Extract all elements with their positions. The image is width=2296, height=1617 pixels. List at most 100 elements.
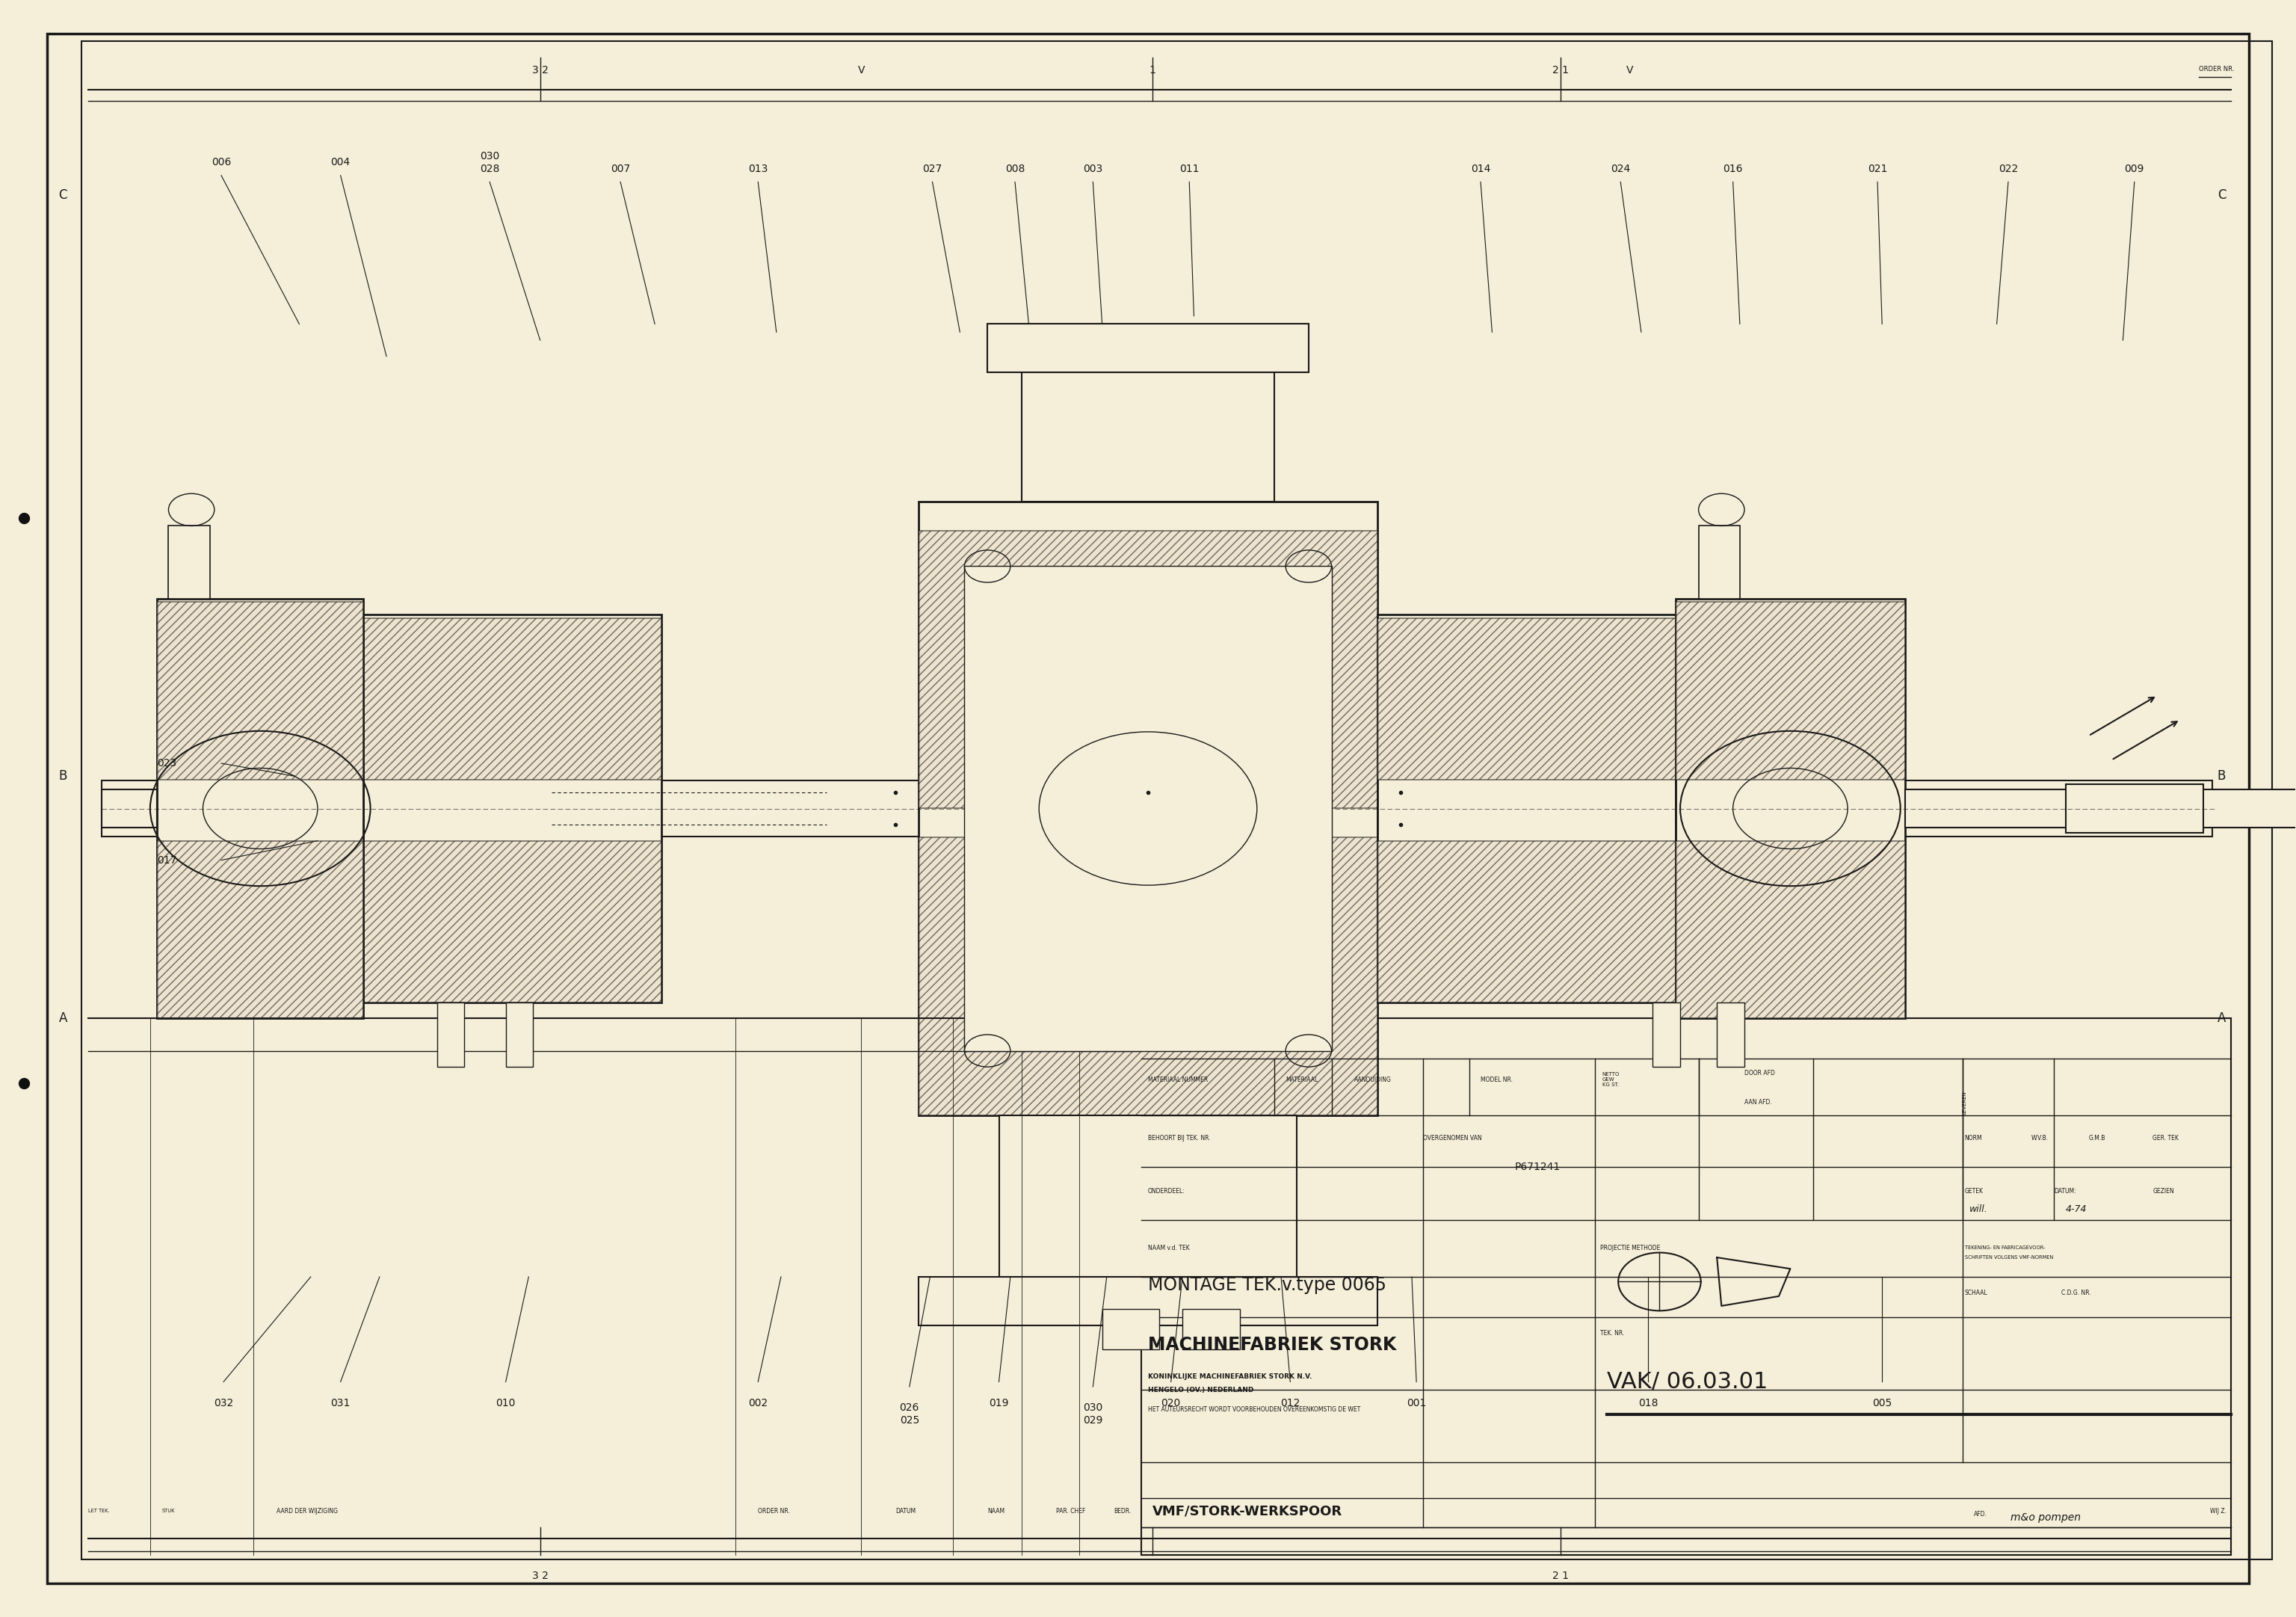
Text: 008: 008 — [1006, 163, 1024, 175]
Text: 2 1: 2 1 — [1552, 65, 1568, 76]
Bar — [918, 501, 1378, 1116]
Text: 021: 021 — [1867, 163, 1887, 175]
Text: 032: 032 — [214, 1399, 234, 1408]
Text: KONINKLIJKE MACHINEFABRIEK STORK N.V.: KONINKLIJKE MACHINEFABRIEK STORK N.V. — [1148, 1373, 1311, 1381]
Text: GER. TEK: GER. TEK — [2154, 1135, 2179, 1142]
Text: VMF/STORK-WERKSPOOR: VMF/STORK-WERKSPOOR — [1153, 1504, 1343, 1518]
Text: C: C — [60, 188, 67, 202]
Text: AARD DER WIJZIGING: AARD DER WIJZIGING — [276, 1507, 338, 1515]
Text: 030
028: 030 028 — [480, 152, 501, 175]
Text: 011: 011 — [1180, 163, 1199, 175]
Text: MATERIAAL: MATERIAAL — [1286, 1077, 1318, 1083]
Text: TEKENING- EN FABRICAGEVOOR-: TEKENING- EN FABRICAGEVOOR- — [1965, 1245, 2046, 1250]
Text: 024: 024 — [1612, 163, 1630, 175]
Text: AFD.: AFD. — [1975, 1510, 1986, 1518]
Text: A: A — [60, 1012, 67, 1025]
Text: 002: 002 — [748, 1399, 767, 1408]
Bar — [1102, 1310, 1159, 1350]
Bar — [1378, 618, 1676, 779]
Text: V: V — [859, 65, 866, 76]
Text: WIJ Z.: WIJ Z. — [2211, 1507, 2227, 1515]
Text: MONTAGE TEK.v.type 0065: MONTAGE TEK.v.type 0065 — [1148, 1276, 1387, 1294]
Text: 023: 023 — [156, 758, 177, 768]
Text: 2 1: 2 1 — [1552, 1570, 1568, 1581]
Text: 019: 019 — [990, 1399, 1008, 1408]
Text: NORM: NORM — [1965, 1135, 1981, 1142]
Bar — [1022, 372, 1274, 501]
Bar — [1717, 1003, 1745, 1067]
Text: 026
025: 026 025 — [900, 1404, 918, 1425]
Text: will.: will. — [1970, 1205, 1988, 1214]
Text: AAN AFD.: AAN AFD. — [1745, 1100, 1773, 1106]
Text: MACHINEFABRIEK STORK: MACHINEFABRIEK STORK — [1148, 1336, 1396, 1353]
Text: 003: 003 — [1084, 163, 1102, 175]
Bar — [1676, 602, 1906, 779]
Bar — [1182, 1310, 1240, 1350]
Text: BEHOORT BIJ TEK. NR.: BEHOORT BIJ TEK. NR. — [1148, 1135, 1210, 1142]
Text: DATUM: DATUM — [895, 1507, 916, 1515]
Bar — [987, 323, 1309, 372]
Text: TEK. NR.: TEK. NR. — [1600, 1331, 1623, 1337]
Text: 004: 004 — [331, 157, 351, 168]
Text: SCHAAL: SCHAAL — [1965, 1290, 1988, 1297]
Text: NAAM v.d. TEK: NAAM v.d. TEK — [1148, 1245, 1189, 1252]
Text: OVERGENOMEN VAN: OVERGENOMEN VAN — [1424, 1135, 1481, 1142]
Text: 006: 006 — [211, 157, 232, 168]
Text: 1: 1 — [1150, 65, 1155, 76]
Bar — [363, 841, 661, 1003]
Text: HET AUTEURSRECHT WORDT VOORBEHOUDEN OVEREENKOMSTIG DE WET: HET AUTEURSRECHT WORDT VOORBEHOUDEN OVER… — [1148, 1405, 1362, 1413]
Text: 016: 016 — [1722, 163, 1743, 175]
Text: 005: 005 — [1871, 1399, 1892, 1408]
Text: 014: 014 — [1472, 163, 1490, 175]
Text: C: C — [2218, 188, 2225, 202]
Bar — [101, 781, 2213, 836]
Bar — [1676, 841, 1906, 1019]
Text: 031: 031 — [331, 1399, 351, 1408]
Bar — [2066, 784, 2204, 833]
Text: 007: 007 — [611, 163, 629, 175]
Text: 030
029: 030 029 — [1084, 1404, 1102, 1425]
Bar — [918, 530, 1378, 808]
Bar — [168, 526, 209, 598]
Text: G.M.B: G.M.B — [2089, 1135, 2105, 1142]
Bar — [1378, 614, 1676, 1003]
Text: NAAM: NAAM — [987, 1507, 1006, 1515]
Bar — [436, 1003, 464, 1067]
Bar — [1141, 1019, 2232, 1554]
Text: STUK: STUK — [161, 1509, 174, 1514]
Text: 001: 001 — [1407, 1399, 1426, 1408]
Bar — [156, 841, 363, 1019]
Bar — [1906, 789, 2296, 828]
Bar — [101, 789, 156, 828]
Bar — [156, 602, 363, 779]
Text: SCHRIFTEN VOLGENS VMF-NORMEN: SCHRIFTEN VOLGENS VMF-NORMEN — [1965, 1255, 2053, 1260]
Text: PAR. CHEF: PAR. CHEF — [1056, 1507, 1086, 1515]
Text: B: B — [2218, 770, 2225, 783]
Bar — [363, 614, 661, 1003]
Text: 3 2: 3 2 — [533, 65, 549, 76]
Text: W.V.B.: W.V.B. — [2032, 1135, 2048, 1142]
Text: DATUM:: DATUM: — [2055, 1188, 2076, 1195]
Text: 027: 027 — [923, 163, 941, 175]
Bar — [156, 598, 363, 1019]
Text: NETTO
GEW
KG ST.: NETTO GEW KG ST. — [1603, 1072, 1619, 1087]
Text: GETEK: GETEK — [1965, 1188, 1984, 1195]
Text: DOOR AFD: DOOR AFD — [1745, 1070, 1775, 1077]
Bar — [505, 1003, 533, 1067]
Text: LEVEREN: LEVEREN — [1963, 1090, 1968, 1114]
Text: MODEL NR.: MODEL NR. — [1481, 1077, 1513, 1083]
Bar — [363, 618, 661, 779]
Text: PROJECTIE METHODE: PROJECTIE METHODE — [1600, 1245, 1660, 1252]
Text: 022: 022 — [1998, 163, 2018, 175]
Text: AANDUIDING: AANDUIDING — [1355, 1077, 1391, 1083]
Text: VAK/ 06.03.01: VAK/ 06.03.01 — [1607, 1371, 1768, 1392]
Bar — [918, 838, 1378, 1116]
Text: 017: 017 — [156, 855, 177, 865]
Text: 4-74: 4-74 — [2066, 1205, 2087, 1214]
Text: B: B — [60, 770, 67, 783]
Ellipse shape — [1040, 733, 1256, 884]
Bar — [1676, 598, 1906, 1019]
Text: C.D.G. NR.: C.D.G. NR. — [2062, 1290, 2092, 1297]
Bar — [1699, 526, 1740, 598]
Text: ORDER NR.: ORDER NR. — [758, 1507, 790, 1515]
